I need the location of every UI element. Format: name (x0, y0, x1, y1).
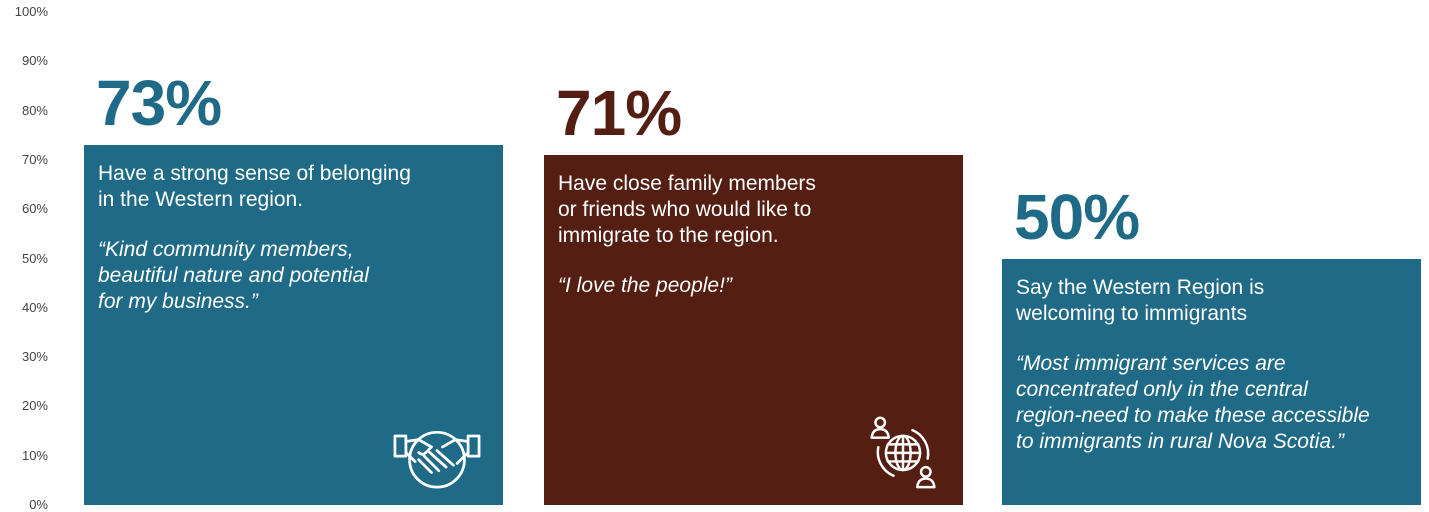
y-tick-label: 10% (21, 447, 48, 463)
description-line: or friends who would like to (558, 197, 812, 221)
description-line: welcoming to immigrants (1016, 301, 1248, 325)
bar-quote: “I love the people!” (558, 273, 951, 299)
description-line: Have close family members (558, 171, 816, 195)
quote-line: “Most immigrant services are (1016, 351, 1286, 375)
quote-line: for my business.” (98, 290, 258, 314)
bar-value-label: 50% (1014, 180, 1140, 253)
global-migration-icon (865, 413, 941, 489)
y-tick-label: 20% (21, 398, 48, 414)
quote-line: “Kind community members, (98, 238, 354, 262)
y-tick-label: 30% (21, 349, 48, 365)
y-tick-label: 100% (14, 4, 48, 19)
bar: Say the Western Region is welcoming to im… (1002, 258, 1421, 505)
bar: Have a strong sense of belonging in the W… (84, 145, 503, 505)
bar: Have close family members or friends who … (544, 154, 963, 505)
bar-text: Say the Western Region is welcoming to im… (1016, 275, 1409, 455)
quote-line: to immigrants in rural Nova Scotia.” (1016, 429, 1344, 453)
handshake-icon (391, 425, 483, 489)
description-line: Say the Western Region is (1016, 275, 1265, 299)
bar-value-label: 73% (96, 67, 222, 140)
y-tick-label: 90% (21, 53, 48, 69)
bar-description: Have close family members or friends who … (558, 171, 951, 249)
y-tick-label: 40% (21, 299, 48, 315)
bar-description: Say the Western Region is welcoming to im… (1016, 275, 1409, 327)
quote-line: region-need to make these accessible (1016, 403, 1370, 427)
description-line: in the Western region. (98, 188, 304, 212)
quote-line: “I love the people!” (558, 273, 732, 297)
y-tick-label: 70% (21, 151, 48, 167)
bar-quote: “Most immigrant services are concentrated… (1016, 351, 1409, 455)
quote-line: beautiful nature and potential (98, 264, 369, 288)
bar-value-label: 71% (556, 76, 682, 149)
description-line: Have a strong sense of belonging (98, 162, 411, 186)
quote-line: concentrated only in the central (1016, 377, 1308, 401)
bar-quote: “Kind community members, beautiful nature… (98, 237, 491, 315)
y-tick-label: 50% (21, 250, 48, 266)
y-tick-label: 80% (21, 102, 48, 118)
y-tick-label: 60% (21, 201, 48, 217)
y-tick-label: 0% (29, 497, 48, 512)
description-line: immigrate to the region. (558, 223, 779, 247)
bar-text: Have close family members or friends who … (558, 171, 951, 299)
bar-text: Have a strong sense of belonging in the W… (98, 161, 491, 315)
bar-description: Have a strong sense of belonging in the W… (98, 161, 491, 213)
